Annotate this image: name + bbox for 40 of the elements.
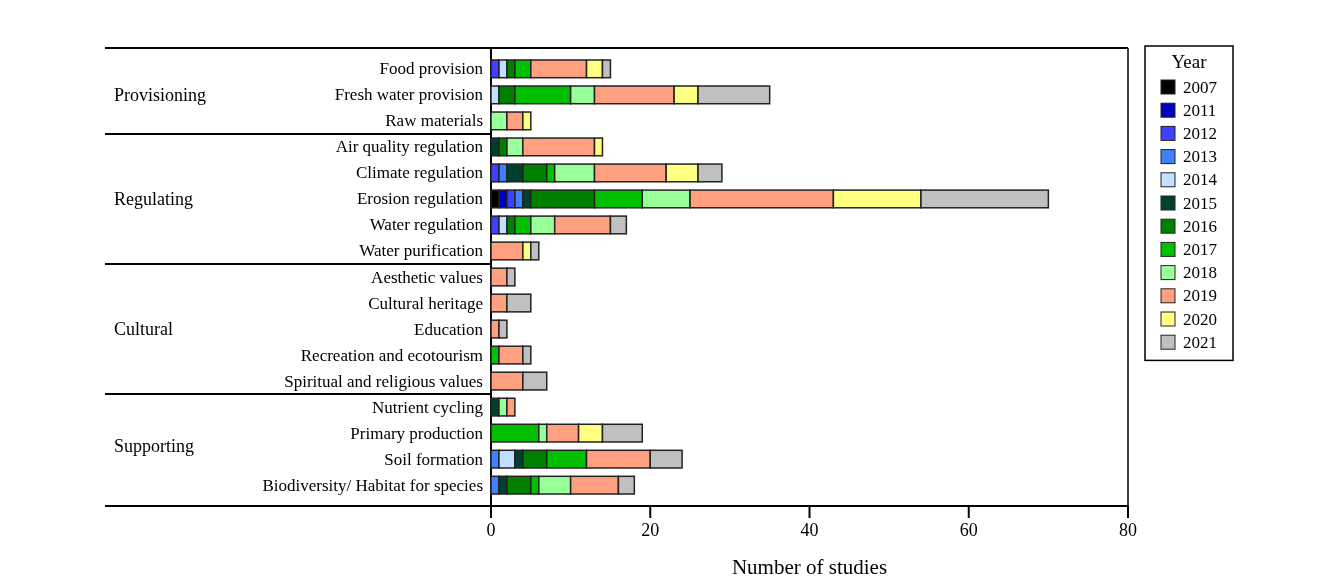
y-tick-label: Air quality regulation	[335, 137, 484, 157]
y-tick-label: Recreation and ecotourism	[300, 345, 483, 365]
text: Supporting	[114, 436, 195, 457]
legend-label: 2018	[1183, 263, 1217, 283]
text: Provisioning	[114, 84, 207, 105]
legend-label: 2021	[1183, 332, 1217, 352]
y-tick-label: Water regulation	[369, 215, 484, 235]
y-tick-label: Nutrient cycling	[372, 397, 484, 417]
y-tick-label: Water purification	[359, 241, 484, 261]
y-tick-label: Food provision	[379, 59, 484, 79]
y-tick-label: Biodiversity/ Habitat for species	[262, 475, 483, 495]
legend-label: 2019	[1183, 286, 1217, 306]
x-axis-title: Number of studies	[731, 555, 888, 579]
legend-label: 2017	[1183, 239, 1218, 259]
y-tick-label: Fresh water provision	[334, 85, 484, 105]
legend-label: 2007	[1183, 77, 1218, 97]
y-tick-label: Spiritual and religious values	[284, 371, 483, 391]
legend-label: 2016	[1183, 216, 1217, 236]
y-tick-label: Cultural heritage	[368, 293, 483, 313]
legend-label: 2012	[1183, 123, 1217, 143]
legend-label: 2013	[1183, 147, 1217, 167]
y-tick-label: Erosion regulation	[356, 189, 484, 209]
legend-title: Year	[1171, 51, 1208, 72]
x-tick-label: 20	[641, 520, 660, 540]
y-tick-label: Primary production	[350, 423, 484, 443]
y-tick-label: Aesthetic values	[371, 267, 483, 287]
legend-label: 2015	[1183, 193, 1217, 213]
x-tick-label: 40	[800, 520, 819, 540]
legend-label: 2014	[1183, 170, 1218, 190]
legend-label: 2011	[1183, 100, 1217, 120]
x-tick-label: 80	[1119, 520, 1137, 540]
y-tick-label: Raw materials	[385, 111, 483, 131]
y-tick-label: Soil formation	[384, 449, 484, 469]
y-tick-label: Education	[414, 319, 484, 339]
x-tick-label: 60	[959, 520, 978, 540]
text: Regulating	[114, 188, 193, 209]
text: Cultural	[114, 319, 173, 340]
legend-label: 2020	[1183, 309, 1217, 329]
x-tick-label: 0	[486, 520, 496, 540]
y-tick-label: Climate regulation	[356, 163, 484, 183]
